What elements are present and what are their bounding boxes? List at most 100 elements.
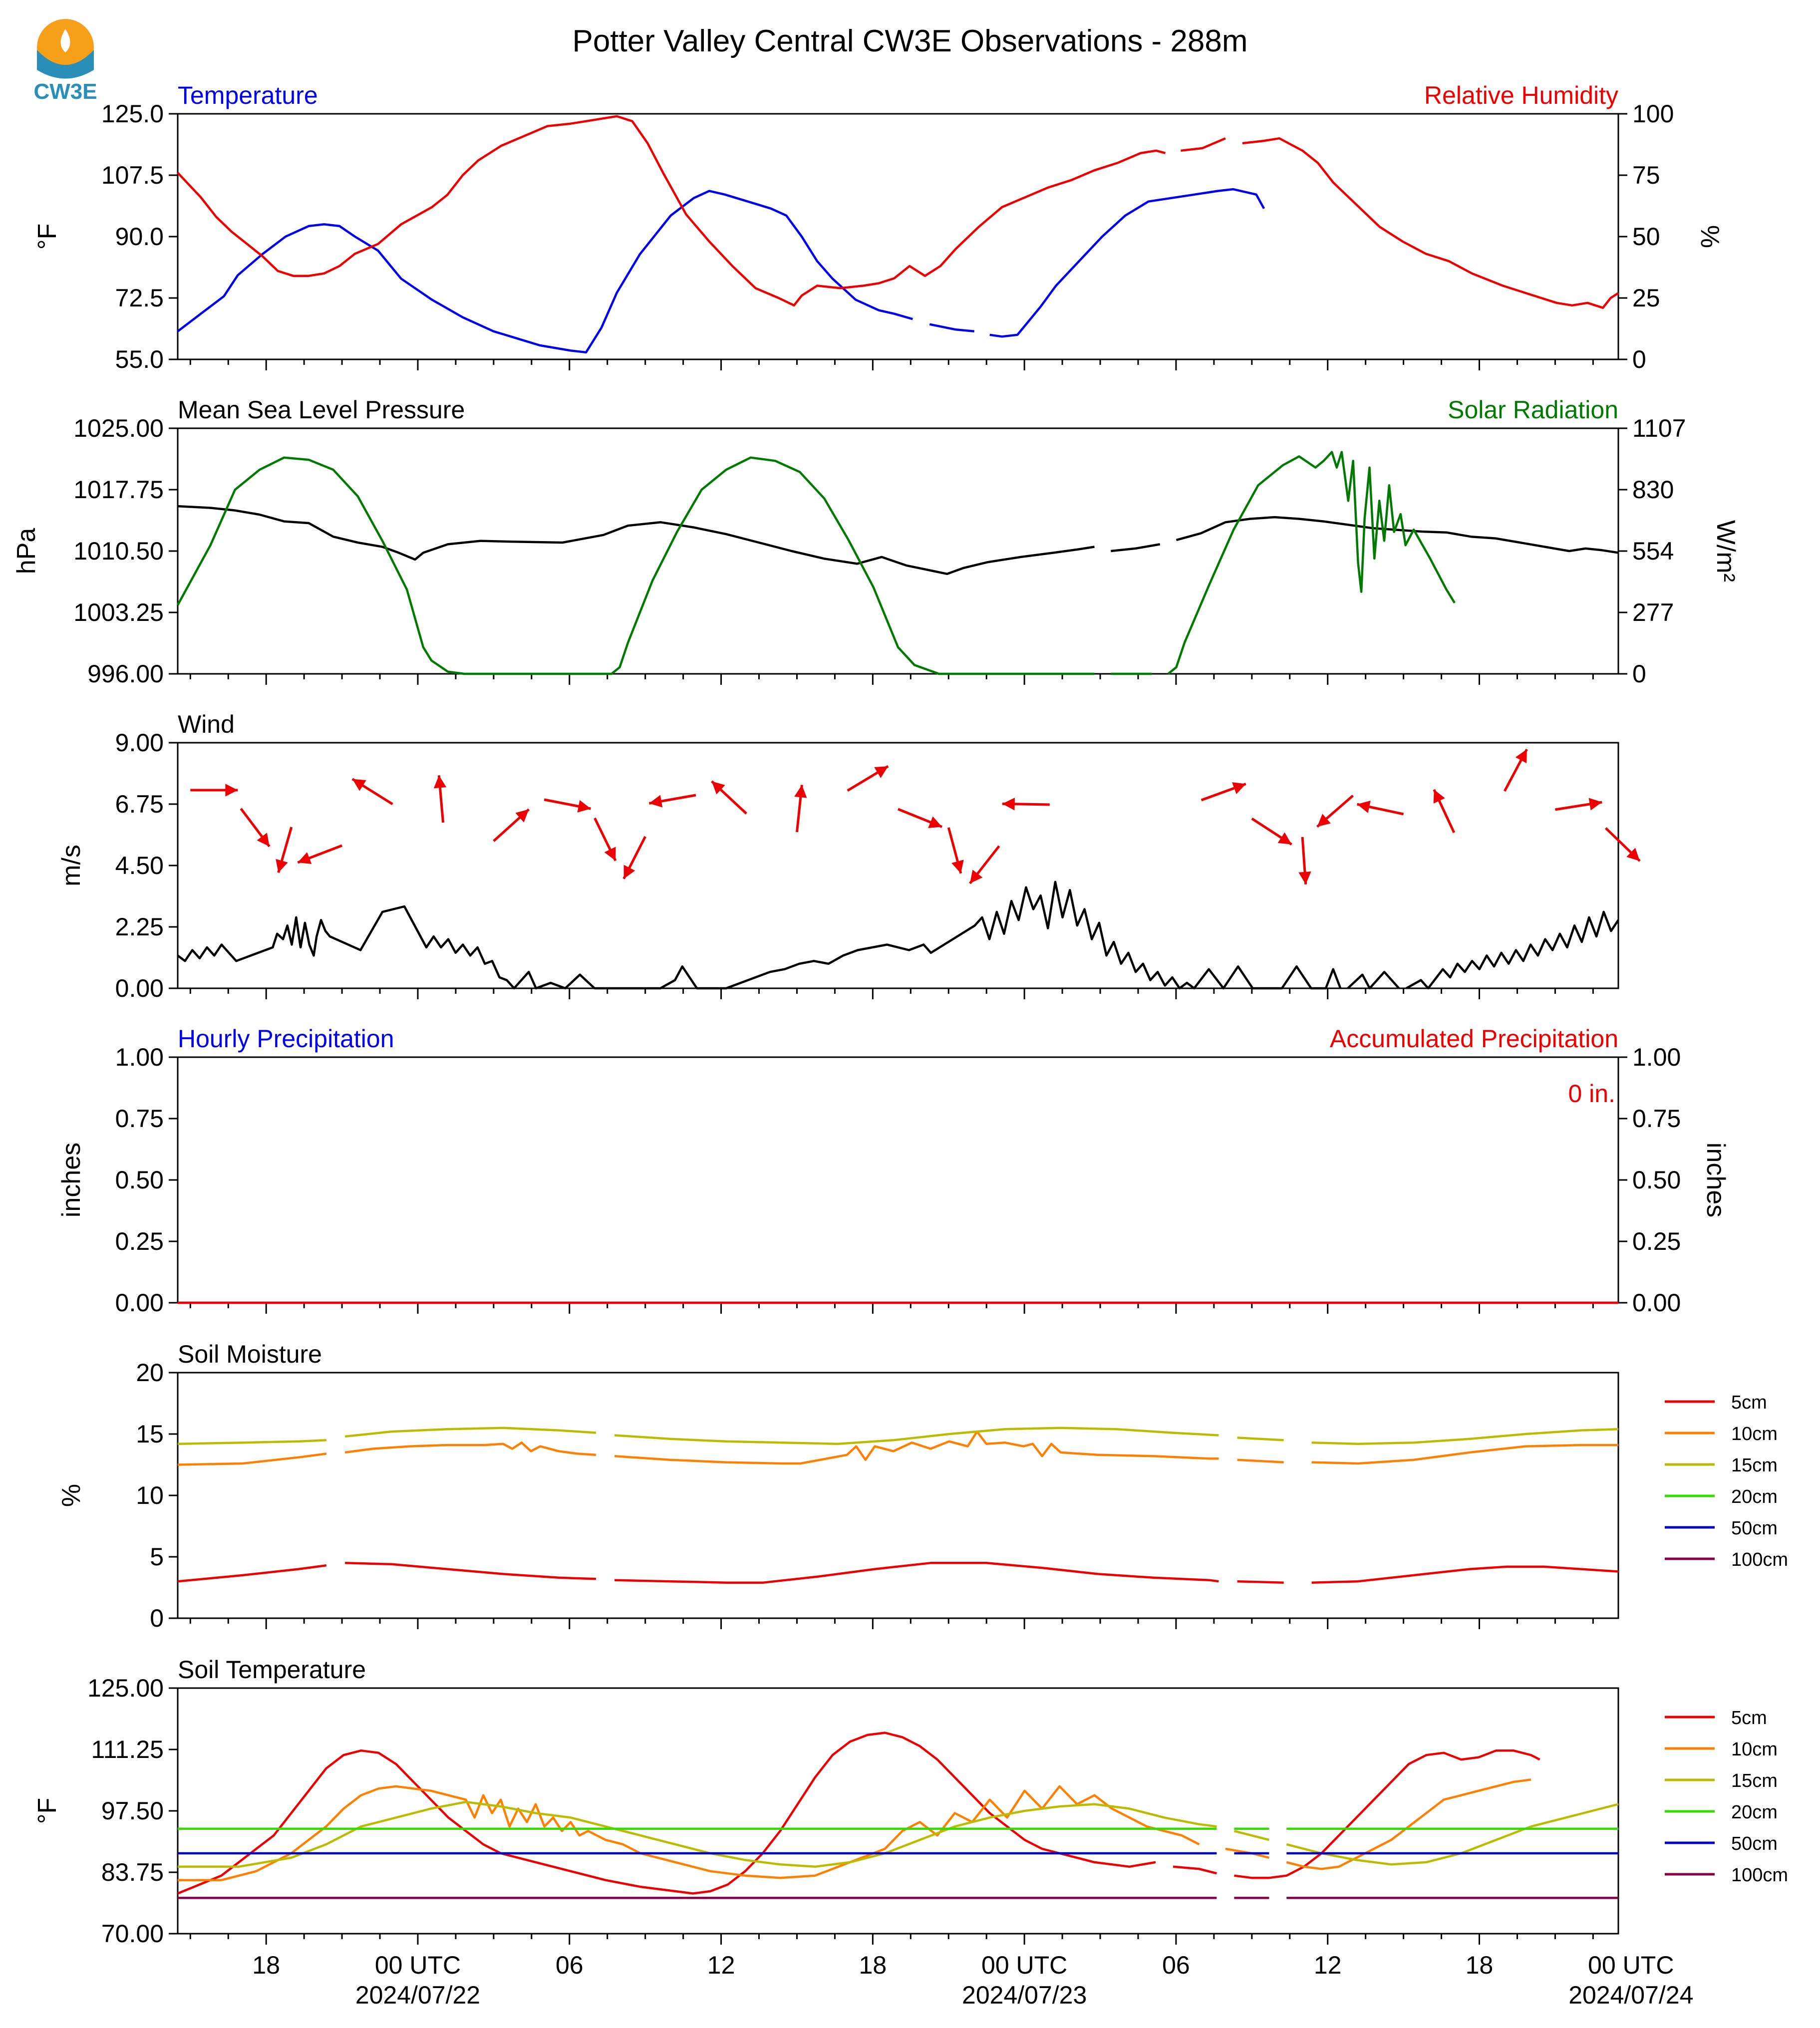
xtick-label: 00 UTC <box>981 1951 1067 1979</box>
panel-title-right: Accumulated Precipitation <box>1330 1025 1618 1053</box>
panel-title-left: Hourly Precipitation <box>178 1025 394 1053</box>
series-line-0 <box>177 1732 1540 1895</box>
wind-arrowhead-icon <box>649 795 663 808</box>
xtick-date: 2024/07/24 <box>1568 1981 1693 2009</box>
figure-title: Potter Valley Central CW3E Observations … <box>572 24 1247 58</box>
wind-arrowhead-icon <box>515 809 529 823</box>
ytick-label-right: 0 <box>1632 660 1646 688</box>
ytick-label-left: 111.25 <box>91 1736 164 1763</box>
panel-1: Mean Sea Level Pressure Solar Radiation 99… <box>12 396 1740 688</box>
ytick-label-left: 6.75 <box>115 790 164 818</box>
ytick-label-left: 10 <box>136 1481 164 1509</box>
wind-arrowhead-icon <box>1588 798 1602 811</box>
panel-2: Wind 0.00 2.25 4.50 6.75 9.00 m/s <box>57 710 1641 1002</box>
ytick-label-left: 1025.00 <box>73 414 164 442</box>
panel-frame <box>177 1372 1619 1619</box>
ylabel-left: m/s <box>57 845 86 886</box>
panels: Temperature Relative Humidity 55.0 72.5 90.0… <box>12 81 1788 2009</box>
ytick-label-left: 15 <box>136 1420 164 1448</box>
panel-title-left: Mean Sea Level Pressure <box>178 396 465 424</box>
ytick-label-left: 2.25 <box>115 913 164 941</box>
xtick-label: 18 <box>859 1951 887 1979</box>
legend-label: 50cm <box>1731 1518 1778 1539</box>
panel-title-left: Soil Moisture <box>178 1340 322 1368</box>
xtick-label: 18 <box>1466 1951 1494 1979</box>
ytick-label-left: 0.00 <box>115 1289 164 1317</box>
ytick-label-right: 0.75 <box>1632 1105 1681 1133</box>
wind-arrowhead-icon <box>1357 801 1371 813</box>
wind-arrowhead-icon <box>1515 749 1527 764</box>
ytick-label-left: 1003.25 <box>73 598 164 626</box>
panel-title-left: Wind <box>178 710 235 738</box>
ytick-label-left: 1.00 <box>115 1043 164 1071</box>
ylabel-left: °F <box>33 1798 62 1824</box>
xtick-label: 00 UTC <box>375 1951 461 1979</box>
ytick-label-left: 996.00 <box>87 660 164 688</box>
legend-label: 100cm <box>1731 1865 1788 1886</box>
panel-title-right: Relative Humidity <box>1424 81 1618 109</box>
ytick-label-left: 90.0 <box>115 223 164 251</box>
ytick-label-left: 55.0 <box>115 345 164 373</box>
panel-0: Temperature Relative Humidity 55.0 72.5 90.0… <box>33 81 1724 373</box>
wind-arrowhead-icon <box>604 847 616 861</box>
wind-arrowhead-icon <box>298 852 312 864</box>
wind-arrowhead-icon <box>433 775 447 789</box>
ytick-label-right: 554 <box>1632 537 1674 565</box>
ylabel-right: W/m² <box>1711 520 1740 582</box>
ytick-label-left: 5 <box>150 1543 164 1571</box>
ytick-label-left: 125.00 <box>87 1674 164 1702</box>
wind-arrowhead-icon <box>874 766 889 778</box>
wind-arrowhead-icon <box>1002 798 1015 811</box>
legend-label: 15cm <box>1731 1455 1778 1476</box>
panel-title-left: Temperature <box>178 81 318 109</box>
legend-label: 5cm <box>1731 1708 1767 1729</box>
ytick-label-right: 1107 <box>1632 414 1686 442</box>
legend-label: 50cm <box>1731 1833 1778 1854</box>
panel-frame <box>177 113 1619 360</box>
panel-4: Soil Moisture 0 5 10 15 20% 5cm 10cm 15cm 20cm 50c… <box>57 1340 1788 1632</box>
panel-frame <box>177 742 1619 989</box>
wind-arrows <box>190 748 1641 884</box>
ytick-label-left: 0 <box>150 1604 164 1632</box>
ytick-label-left: 125.0 <box>101 100 164 128</box>
logo-wave-icon <box>37 50 94 79</box>
wind-arrowhead-icon <box>1317 814 1331 827</box>
xtick-date: 2024/07/22 <box>355 1981 480 2009</box>
ytick-label-left: 83.75 <box>101 1858 164 1886</box>
xtick-label: 12 <box>707 1951 735 1979</box>
xtick-date: 2024/07/23 <box>962 1981 1087 2009</box>
legend: 5cm 10cm 15cm 20cm 50cm 100cm <box>1665 1392 1788 1570</box>
ylabel-right: % <box>1695 225 1724 248</box>
wind-arrowhead-icon <box>1626 848 1640 861</box>
ylabel-left: °F <box>33 224 62 250</box>
ytick-label-left: 0.00 <box>115 974 164 1002</box>
ytick-label-right: 50 <box>1632 223 1660 251</box>
panel-title-left: Soil Temperature <box>178 1656 366 1684</box>
ytick-label-right: 1.00 <box>1632 1043 1681 1071</box>
wind-arrowhead-icon <box>794 785 807 798</box>
ytick-label-left: 4.50 <box>115 852 164 879</box>
ytick-label-right: 830 <box>1632 476 1674 504</box>
ytick-label-right: 0.25 <box>1632 1227 1681 1255</box>
wind-arrowhead-icon <box>352 779 366 791</box>
wind-arrowhead-icon <box>577 800 591 813</box>
cw3e-logo: CW3E <box>33 19 97 104</box>
ytick-label-right: 0 <box>1632 345 1646 373</box>
xtick-label: 00 UTC <box>1588 1951 1674 1979</box>
ytick-label-right: 0.50 <box>1632 1166 1681 1194</box>
ytick-label-right: 0.00 <box>1632 1289 1681 1317</box>
panel-title-right: Solar Radiation <box>1448 396 1618 424</box>
ylabel-left: inches <box>57 1143 86 1217</box>
wind-arrowhead-icon <box>970 869 983 883</box>
xtick-label: 06 <box>556 1951 584 1979</box>
ytick-label-left: 20 <box>136 1359 164 1387</box>
series-line-1 <box>177 451 1456 675</box>
ytick-label-right: 25 <box>1632 284 1660 312</box>
legend-label: 10cm <box>1731 1739 1778 1760</box>
wind-arrowhead-icon <box>928 816 942 829</box>
xtick-label: 06 <box>1162 1951 1190 1979</box>
legend-label: 20cm <box>1731 1802 1778 1823</box>
series-line-0 <box>177 505 1619 576</box>
wind-arrowhead-icon <box>1433 789 1445 804</box>
